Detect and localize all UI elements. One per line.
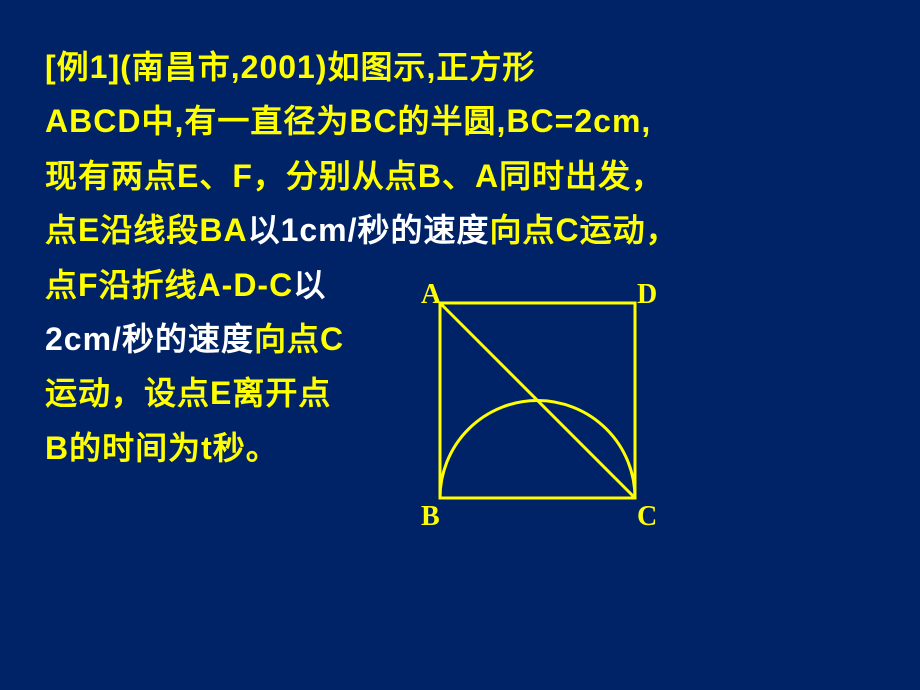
line-8: B的时间为t秒。	[45, 421, 375, 475]
line4-highlight: 以1cm/秒的速度	[248, 212, 490, 248]
geometry-diagram: A D B C	[385, 263, 665, 543]
label-b: B	[421, 501, 441, 532]
line-6: 2cm/秒的速度向点C	[45, 312, 375, 366]
diagram-container: A D B C	[385, 263, 665, 559]
line-7: 运动，设点E离开点	[45, 366, 375, 420]
label-c: C	[637, 501, 658, 532]
label-a: A	[421, 279, 442, 310]
line1-part1: [例1](南昌市,2001)如图示,正方形	[45, 49, 535, 85]
line4-part1: 点E沿线段BA	[45, 212, 248, 248]
line4-part3: 向点C运动，	[490, 212, 679, 248]
line-2: ABCD中,有一直径为BC的半圆,BC=2cm,	[45, 94, 875, 148]
line5-part1: 点F沿折线A-D-C	[45, 267, 293, 303]
line3-part1: 现有两点E、F，分别从点B、A同时出发，	[45, 158, 664, 194]
semicircle-bc	[440, 400, 635, 498]
line6-part2: 向点C	[254, 321, 344, 357]
line6-highlight: 2cm/秒的速度	[45, 321, 254, 357]
label-d: D	[637, 279, 658, 310]
line-1: [例1](南昌市,2001)如图示,正方形	[45, 40, 875, 94]
problem-text: [例1](南昌市,2001)如图示,正方形 ABCD中,有一直径为BC的半圆,B…	[45, 40, 875, 559]
line-3: 现有两点E、F，分别从点B、A同时出发，	[45, 149, 875, 203]
left-text-block: 点F沿折线A-D-C以 2cm/秒的速度向点C 运动，设点E离开点 B的时间为t…	[45, 258, 375, 476]
line-5: 点F沿折线A-D-C以	[45, 258, 375, 312]
bottom-section: 点F沿折线A-D-C以 2cm/秒的速度向点C 运动，设点E离开点 B的时间为t…	[45, 258, 875, 559]
line5-highlight: 以	[293, 267, 326, 303]
line-4: 点E沿线段BA以1cm/秒的速度向点C运动，	[45, 203, 875, 257]
slide-container: [例1](南昌市,2001)如图示,正方形 ABCD中,有一直径为BC的半圆,B…	[0, 0, 920, 690]
